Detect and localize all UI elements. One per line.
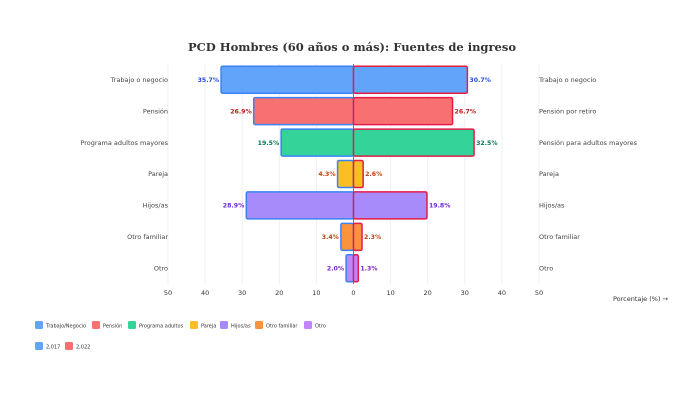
legend-swatch-category[interactable] [255,321,263,329]
x-tick-label: 50 [164,289,172,297]
bar-2017[interactable] [345,254,355,283]
legend-swatch-year[interactable] [35,342,43,350]
x-tick-label: 30 [238,289,246,297]
legend-swatch-category[interactable] [35,321,43,329]
x-tick-label: 40 [498,289,506,297]
legend-label-category[interactable]: Trabajo/Negocio [45,324,86,330]
x-axis-title: Porcentaje (%) → [613,295,669,303]
legend-label-category[interactable]: Otro familiar [266,324,298,330]
legend-label-category[interactable]: Pareja [201,324,216,330]
bar-2022[interactable] [352,96,454,126]
bar-2017[interactable] [340,222,355,252]
chart-title: PCD Hombres (60 años o más): Fuentes de … [188,40,516,54]
category-label-right: Otro familiar [539,233,580,241]
legend-label-category[interactable]: Pensión [103,323,122,330]
category-label-right: Otro [539,264,553,272]
bar-2017[interactable] [245,191,355,220]
category-label-left: Pareja [148,170,168,178]
bar-2022[interactable] [352,191,428,220]
data-label-2017: 2.0% [327,265,344,272]
x-tick-label: 10 [386,289,394,297]
data-label-2017: 26.9% [230,108,251,115]
x-tick-label: 50 [535,289,543,297]
data-label-2022: 2.3% [364,234,381,241]
category-label-right: Pensión para adultos mayores [539,139,638,147]
legend-label-category[interactable]: Otro [315,324,326,330]
x-tick-label: 0 [351,289,355,297]
category-label-left: Otro familiar [127,233,168,241]
bar-2022[interactable] [352,222,363,252]
category-label-left: Trabajo o negocio [110,76,168,84]
data-label-2022: 26.7% [455,108,476,115]
legend-swatch-year[interactable] [65,342,73,350]
data-label-2022: 2.6% [365,171,382,178]
axis-layer: Porcentaje (%) → 50 40 30 20 10 0 10 20 30 40 50 [164,289,669,303]
legend-swatch-category[interactable] [220,321,228,329]
data-label-2017: 35.7% [198,77,219,84]
data-label-2022: 19.8% [429,203,450,210]
bar-2022[interactable] [352,65,469,94]
bar-2017[interactable] [336,159,355,189]
category-label-right: Pensión por retiro [539,107,596,115]
bar-layer [220,65,475,283]
bar-2017[interactable] [252,96,355,126]
x-tick-label: 20 [275,289,283,297]
category-label-left: Programa adultos mayores [80,139,168,147]
bar-2017[interactable] [280,128,355,157]
data-label-2022: 30.7% [469,77,490,84]
data-label-2017: 19.5% [258,140,279,147]
x-tick-label: 20 [424,289,432,297]
legend[interactable]: Trabajo/Negocio Pensión Programa adultos Pa… [35,321,326,351]
category-label-right: Pareja [539,170,559,178]
data-label-2017: 4.3% [318,171,335,178]
category-label-left: Hijos/as [143,202,169,210]
category-label-right: Hijos/as [539,202,565,210]
category-label-right: Trabajo o negocio [538,76,596,84]
legend-label-category[interactable]: Programa adultos [139,324,184,330]
x-tick-label: 40 [201,289,209,297]
legend-label-category[interactable]: Hijos/as [231,324,251,330]
data-label-2017: 3.4% [322,234,339,241]
category-label-left: Otro [154,264,168,272]
data-label-2017: 28.9% [223,203,244,210]
legend-swatch-category[interactable] [304,321,312,329]
legend-swatch-category[interactable] [128,321,136,329]
legend-swatch-category[interactable] [92,321,100,329]
x-tick-label: 10 [312,289,320,297]
bar-2017[interactable] [220,65,355,94]
data-label-2022: 32.5% [476,140,497,147]
legend-label-year[interactable]: 2,022 [76,345,90,351]
bar-2022[interactable] [352,254,360,283]
x-tick-label: 30 [461,289,469,297]
legend-swatch-category[interactable] [190,321,198,329]
data-label-2022: 1.3% [360,265,377,272]
label-layer: 35.7% 30.7% Trabajo o negocio Trabajo o neg… [80,76,637,273]
legend-label-year[interactable]: 2,017 [46,345,60,351]
bar-2022[interactable] [352,159,364,189]
category-label-left: Pensión [143,107,168,115]
bar-2022[interactable] [352,128,475,157]
